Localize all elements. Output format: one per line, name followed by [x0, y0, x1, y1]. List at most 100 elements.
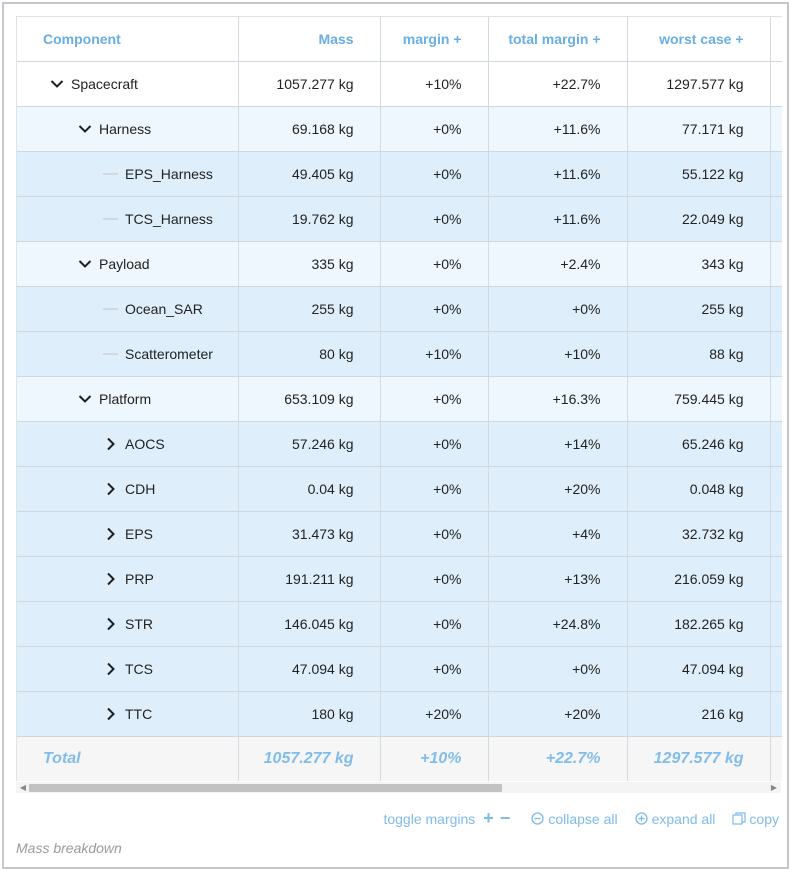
table-row: AOCS 57.246 kg +0% +14% 65.246 kg	[17, 421, 782, 467]
margin-cell: +0%	[380, 286, 489, 332]
mass-cell: 335 kg	[238, 241, 381, 287]
scroll-left-icon[interactable]: ◀	[19, 783, 27, 792]
total-margin-cell: +24.8%	[488, 601, 628, 647]
chevron-down-icon[interactable]	[77, 391, 93, 407]
total-margin-cell: +11.6%	[488, 196, 628, 242]
mass-cell: 49.405 kg	[238, 151, 381, 197]
component-name: Ocean_SAR	[125, 301, 203, 317]
copy-icon	[732, 812, 747, 825]
margin-cell: +0%	[380, 421, 489, 467]
header-margin[interactable]: margin +	[380, 17, 489, 62]
margin-cell: +10%	[380, 61, 489, 107]
extra-cell	[770, 331, 782, 377]
chevron-right-icon[interactable]	[103, 706, 119, 722]
worst-case-cell: 216 kg	[627, 691, 771, 737]
chevron-right-icon[interactable]	[103, 661, 119, 677]
component-cell: AOCS	[17, 421, 239, 467]
component-cell: EPS_Harness	[17, 151, 239, 197]
extra-cell	[770, 376, 782, 422]
extra-cell	[770, 511, 782, 557]
total-margin-cell: +20%	[488, 466, 628, 512]
worst-case-cell: 65.246 kg	[627, 421, 771, 467]
chevron-down-icon[interactable]	[49, 76, 65, 92]
table-row: CDH 0.04 kg +0% +20% 0.048 kg	[17, 466, 782, 512]
chevron-down-icon[interactable]	[77, 121, 93, 137]
component-name: Platform	[99, 391, 152, 407]
component-name: AOCS	[125, 436, 165, 452]
margin-cell: +0%	[380, 601, 489, 647]
extra-cell	[770, 106, 782, 152]
component-cell: PRP	[17, 556, 239, 602]
expand-all-icon	[634, 812, 648, 825]
collapse-all-icon	[531, 812, 544, 825]
mass-cell: 191.211 kg	[238, 556, 381, 602]
leaf-dash-icon	[103, 173, 118, 175]
header-worst-case[interactable]: worst case +	[627, 17, 771, 62]
component-cell: Platform	[17, 376, 239, 422]
component-cell: Harness	[17, 106, 239, 152]
leaf-dash-icon	[103, 353, 118, 355]
component-name: TTC	[125, 706, 153, 722]
header-total-margin[interactable]: total margin +	[488, 17, 628, 62]
total-extra	[770, 736, 782, 781]
component-name: STR	[125, 616, 153, 632]
total-margin: +10%	[380, 736, 489, 781]
worst-case-cell: 55.122 kg	[627, 151, 771, 197]
mass-cell: 180 kg	[238, 691, 381, 737]
worst-case-cell: 255 kg	[627, 286, 771, 332]
mass-cell: 146.045 kg	[238, 601, 381, 647]
header-component[interactable]: Component	[17, 17, 239, 62]
extra-cell	[770, 601, 782, 647]
margin-cell: +0%	[380, 466, 489, 512]
collapse-all-button[interactable]: collapse all	[531, 811, 618, 827]
margin-cell: +0%	[380, 376, 489, 422]
chevron-right-icon[interactable]	[103, 571, 119, 587]
component-cell: CDH	[17, 466, 239, 512]
leaf-dash-icon	[103, 308, 118, 310]
margin-cell: +0%	[380, 646, 489, 692]
mass-table: Component Mass margin + total margin + w…	[17, 17, 782, 781]
margin-cell: +20%	[380, 691, 489, 737]
scroll-right-icon[interactable]: ▶	[770, 783, 778, 792]
total-total-margin: +22.7%	[488, 736, 628, 781]
chevron-down-icon[interactable]	[77, 256, 93, 272]
expand-all-button[interactable]: expand all	[634, 811, 715, 827]
total-margin-cell: +22.7%	[488, 61, 628, 107]
table-body: Spacecraft 1057.277 kg +10% +22.7% 1297.577 …	[17, 61, 782, 737]
copy-label: copy	[749, 810, 779, 827]
leaf-dash-icon	[103, 218, 118, 220]
table-row: TTC 180 kg +20% +20% 216 kg	[17, 691, 782, 737]
table-row: PRP 191.211 kg +0% +13% 216.059 kg	[17, 556, 782, 602]
margins-minus-button[interactable]: −	[499, 808, 511, 828]
component-name: Scatterometer	[125, 346, 213, 362]
chevron-right-icon[interactable]	[103, 481, 119, 497]
extra-cell	[770, 241, 782, 287]
chevron-right-icon[interactable]	[103, 616, 119, 632]
extra-cell	[770, 556, 782, 602]
total-label: Total	[17, 736, 239, 781]
extra-cell	[770, 466, 782, 512]
table-row: Platform 653.109 kg +0% +16.3% 759.445 kg	[17, 376, 782, 422]
worst-case-cell: 32.732 kg	[627, 511, 771, 557]
header-mass[interactable]: Mass	[238, 17, 381, 62]
margin-cell: +0%	[380, 151, 489, 197]
chevron-right-icon[interactable]	[103, 436, 119, 452]
component-name: TCS	[125, 661, 153, 677]
header-row: Component Mass margin + total margin + w…	[17, 17, 782, 62]
table-viewport: Component Mass margin + total margin + w…	[16, 16, 782, 781]
component-cell: Scatterometer	[17, 331, 239, 377]
horizontal-scrollbar[interactable]: ◀ ▶	[16, 782, 781, 793]
extra-cell	[770, 196, 782, 242]
total-margin-cell: +4%	[488, 511, 628, 557]
component-cell: TTC	[17, 691, 239, 737]
margins-plus-button[interactable]: +	[483, 808, 494, 828]
worst-case-cell: 77.171 kg	[627, 106, 771, 152]
component-cell: Payload	[17, 241, 239, 287]
worst-case-cell: 182.265 kg	[627, 601, 771, 647]
worst-case-cell: 88 kg	[627, 331, 771, 377]
total-margin-cell: +11.6%	[488, 151, 628, 197]
copy-button[interactable]: copy	[732, 811, 779, 827]
scrollbar-thumb[interactable]	[29, 784, 502, 792]
chevron-right-icon[interactable]	[103, 526, 119, 542]
